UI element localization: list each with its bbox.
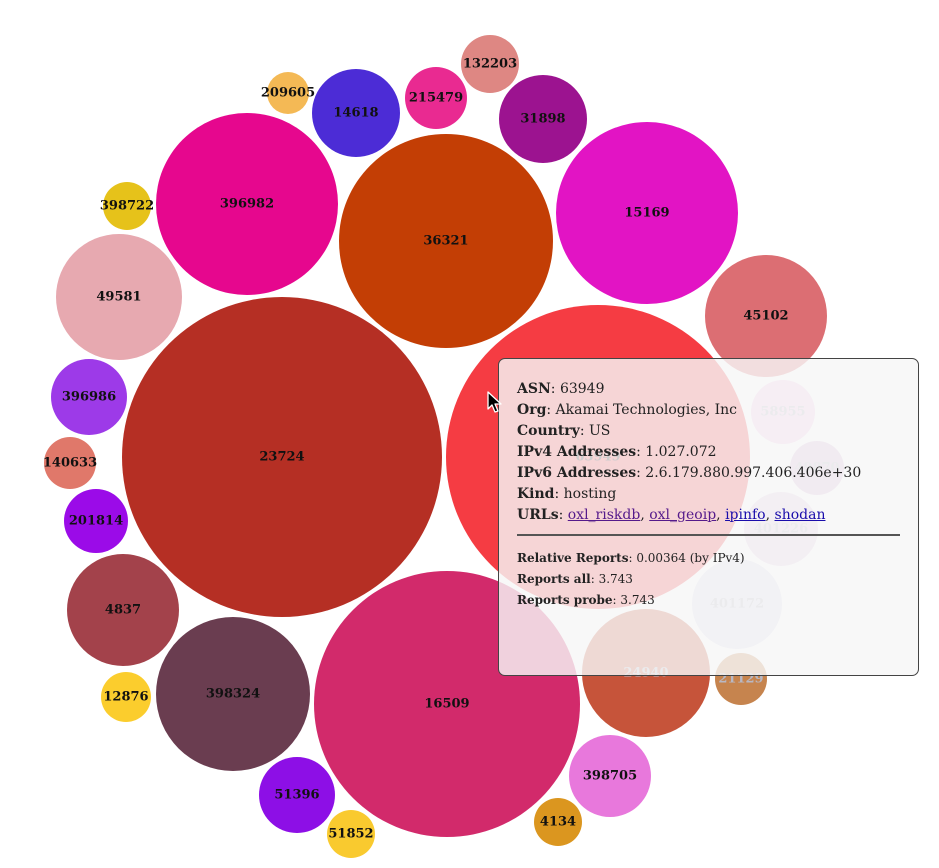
bubble-label-15169: 15169 [624, 206, 669, 221]
bubble-label-51852: 51852 [328, 827, 373, 842]
bubble-14618[interactable] [312, 69, 400, 157]
country-label: Country [517, 423, 580, 439]
bubble-396986[interactable] [51, 359, 127, 435]
bubble-label-16509: 16509 [424, 697, 469, 712]
relative-reports-label: Relative Reports [517, 551, 629, 565]
bubble-4837[interactable] [67, 554, 179, 666]
bubble-215479[interactable] [405, 67, 467, 129]
kind-value: hosting [563, 486, 617, 502]
bubble-398705[interactable] [569, 735, 651, 817]
ipinfo-link[interactable]: ipinfo [725, 507, 766, 523]
bubble-label-398722: 398722 [100, 199, 154, 214]
bubble-label-140633: 140633 [43, 456, 97, 471]
bubble-12876[interactable] [101, 672, 151, 722]
ipv4-label: IPv4 Addresses [517, 444, 637, 460]
bubble-label-215479: 215479 [409, 91, 463, 106]
asn-tooltip: ASN: 63949 Org: Akamai Technologies, Inc… [498, 358, 919, 676]
bubble-398324[interactable] [156, 617, 310, 771]
tooltip-urls-row: URLs: oxl_riskdb, oxl_geoip, ipinfo, sho… [517, 507, 826, 523]
bubble-label-45102: 45102 [743, 309, 788, 324]
bubble-label-23724: 23724 [259, 450, 304, 465]
tooltip-relative-reports-row: Relative Reports: 0.00364 (by IPv4) [517, 551, 745, 565]
ipv6-label: IPv6 Addresses [517, 465, 637, 481]
bubble-23724[interactable] [122, 297, 442, 617]
bubble-label-31898: 31898 [520, 112, 565, 127]
kind-label: Kind [517, 486, 555, 502]
bubble-49581[interactable] [56, 234, 182, 360]
asn-label: ASN [517, 381, 551, 397]
ipv6-value: 2.6.179.880.997.406.406e+30 [645, 465, 862, 481]
relative-reports-value: 0.00364 (by IPv4) [636, 551, 745, 565]
bubble-51852[interactable] [327, 810, 375, 858]
bubble-396982[interactable] [156, 113, 338, 295]
urls-label: URLs [517, 507, 559, 523]
bubble-label-4837: 4837 [105, 603, 141, 618]
reports-all-label: Reports all [517, 572, 591, 586]
bubble-label-12876: 12876 [103, 690, 148, 705]
bubble-201814[interactable] [64, 489, 128, 553]
bubble-209605[interactable] [267, 72, 309, 114]
bubble-label-14618: 14618 [333, 106, 378, 121]
tooltip-country-row: Country: US [517, 423, 611, 439]
bubble-label-209605: 209605 [261, 86, 315, 101]
bubble-140633[interactable] [44, 437, 96, 489]
mouse-pointer-icon [487, 391, 502, 413]
bubble-45102[interactable] [705, 255, 827, 377]
org-label: Org [517, 402, 547, 418]
ipv4-value: 1.027.072 [645, 444, 717, 460]
shodan-link[interactable]: shodan [774, 507, 826, 523]
bubble-label-49581: 49581 [96, 290, 141, 305]
reports-probe-value: 3.743 [620, 593, 655, 607]
asn-value: 63949 [559, 381, 605, 397]
bubble-label-51396: 51396 [274, 788, 319, 803]
bubble-label-396982: 396982 [220, 197, 274, 212]
oxl-geoip-link[interactable]: oxl_geoip [649, 507, 717, 523]
bubble-label-398324: 398324 [206, 687, 260, 702]
country-value: US [589, 423, 611, 439]
tooltip-kind-row: Kind: hosting [517, 486, 617, 502]
bubble-label-201814: 201814 [69, 514, 123, 529]
bubble-label-396986: 396986 [62, 390, 116, 405]
tooltip-divider [517, 534, 900, 536]
bubble-51396[interactable] [259, 757, 335, 833]
tooltip-ipv6-row: IPv6 Addresses: 2.6.179.880.997.406.406e… [517, 465, 862, 481]
bubble-label-36321: 36321 [423, 234, 468, 249]
tooltip-asn-row: ASN: 63949 [517, 381, 605, 397]
bubble-label-132203: 132203 [463, 57, 517, 72]
bubble-132203[interactable] [461, 35, 519, 93]
tooltip-reports-probe-row: Reports probe: 3.743 [517, 593, 655, 607]
tooltip-reports-all-row: Reports all: 3.743 [517, 572, 633, 586]
tooltip-ipv4-row: IPv4 Addresses: 1.027.072 [517, 444, 717, 460]
bubble-15169[interactable] [556, 122, 738, 304]
bubble-36321[interactable] [339, 134, 553, 348]
org-value: Akamai Technologies, Inc [555, 402, 737, 418]
tooltip-org-row: Org: Akamai Technologies, Inc [517, 402, 737, 418]
bubble-31898[interactable] [499, 75, 587, 163]
reports-probe-label: Reports probe [517, 593, 613, 607]
bubble-label-398705: 398705 [583, 769, 637, 784]
bubble-398722[interactable] [103, 182, 151, 230]
bubble-label-4134: 4134 [540, 815, 576, 830]
bubble-4134[interactable] [534, 798, 582, 846]
reports-all-value: 3.743 [598, 572, 633, 586]
oxl-riskdb-link[interactable]: oxl_riskdb [567, 507, 641, 523]
